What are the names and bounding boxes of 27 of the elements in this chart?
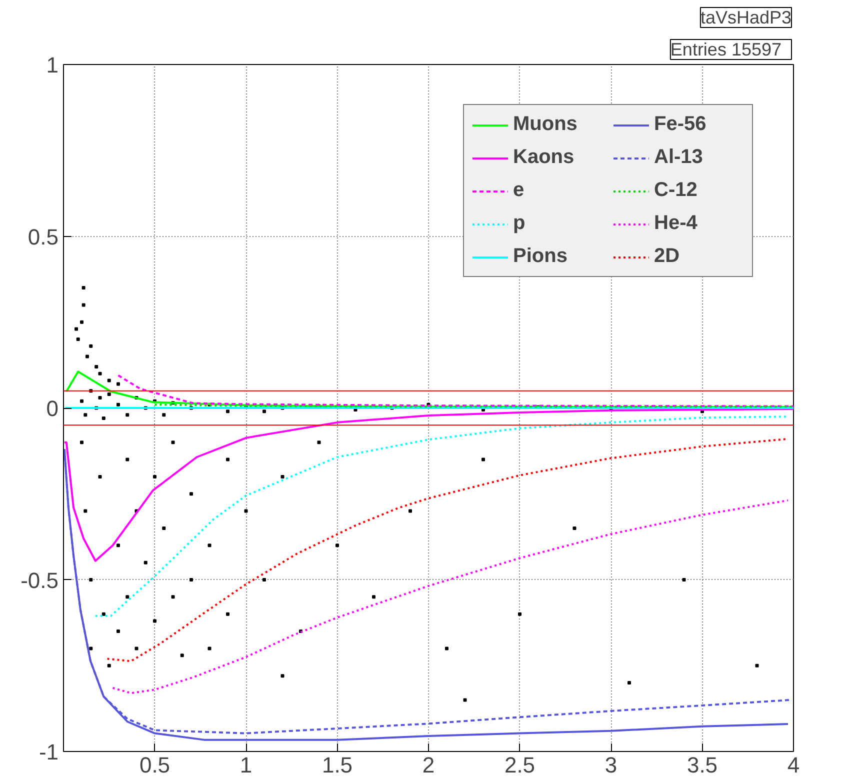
legend-label: p bbox=[513, 212, 526, 235]
legend-label: C-12 bbox=[654, 179, 698, 202]
legend-label: Kaons bbox=[513, 146, 576, 169]
legend-label: 2D bbox=[654, 245, 681, 268]
x-tick-label: 4 bbox=[787, 752, 800, 778]
x-tick-label: 2.5 bbox=[504, 752, 536, 778]
y-tick-label: 0 bbox=[46, 396, 59, 421]
y-tick-label: 0.5 bbox=[28, 224, 59, 250]
y-tick-label: -1 bbox=[38, 740, 58, 764]
text: Entries 15597 bbox=[670, 40, 782, 60]
y-tick-label: 1 bbox=[46, 52, 59, 78]
x-tick-label: 2 bbox=[422, 752, 435, 778]
legend-label: Fe-56 bbox=[654, 113, 708, 136]
x-tick-label: 3 bbox=[604, 752, 618, 778]
line-series bbox=[64, 408, 794, 562]
legend-label: Muons bbox=[513, 113, 578, 136]
y-tick-label: -0.5 bbox=[20, 568, 59, 593]
legend-label: e bbox=[513, 179, 526, 202]
x-tick-label: 1 bbox=[240, 752, 252, 778]
legend-label: He-4 bbox=[654, 212, 698, 235]
x-tick-label: 3.5 bbox=[686, 752, 718, 778]
x-tick-label: 0.5 bbox=[139, 752, 170, 778]
line-series bbox=[112, 499, 790, 694]
legend-label: Al-13 bbox=[654, 146, 704, 169]
x-tick-label: 1.5 bbox=[322, 752, 353, 778]
legend-label: Pions bbox=[513, 245, 568, 268]
line-series bbox=[117, 374, 794, 408]
